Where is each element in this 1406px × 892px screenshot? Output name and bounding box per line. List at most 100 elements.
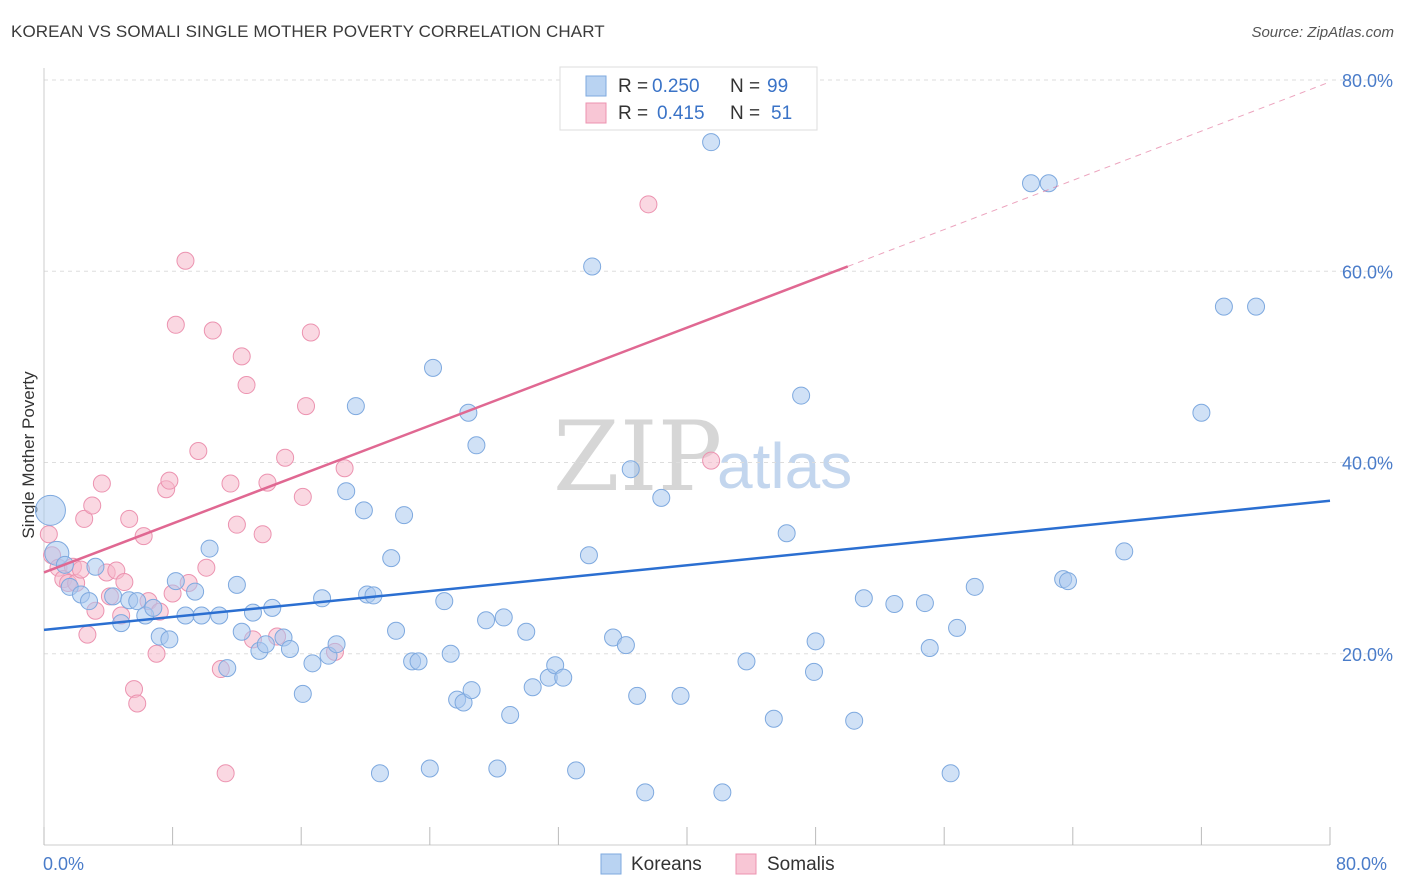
x-axis-ticks [43,827,1331,845]
korean-point-42 [387,621,406,640]
korean-point-55 [477,611,496,630]
legend-korean-n-value: 99 [767,76,788,97]
korean-point-77 [764,709,783,728]
korean-point-19 [200,539,219,558]
korean-point-68 [616,636,635,655]
somali-point-28 [166,315,185,334]
korean-point-56 [488,759,507,778]
somali-point-41 [253,525,272,544]
somali-point-31 [189,442,208,461]
korean-point-58 [501,705,520,724]
korean-point-94 [1115,542,1134,561]
korean-point-46 [420,759,439,778]
korean-point-59 [517,622,536,641]
somali-point-32 [197,558,216,577]
somali-trend-line [43,265,849,574]
somali-point-8 [75,509,94,528]
somali-point-29 [176,251,195,270]
korean-point-6 [86,557,105,576]
korean-point-53 [462,681,481,700]
korean-point-41 [382,549,401,568]
legend-bottom: Koreans Somalis [600,853,835,875]
chart-title: KOREAN VS SOMALI SINGLE MOTHER POVERTY C… [11,22,605,41]
korean-point-90 [1022,174,1041,193]
watermark-zip: ZIP [553,401,722,513]
korean-point-12 [144,598,163,617]
somali-point-10 [83,496,102,515]
legend-bottom-somali-label: Somalis [767,854,835,875]
korean-point-91 [1039,174,1058,193]
korean-point-89 [965,577,984,596]
korean-point-29 [280,639,299,658]
legend-korean-n-label: N = [730,76,760,97]
somali-point-0 [39,525,58,544]
somali-point-20 [128,694,147,713]
y-axis-tick-labels: 20.0% 40.0% 60.0% 80.0% [1342,71,1393,665]
korean-point-32 [313,589,332,608]
somali-point-39 [237,376,256,395]
korean-point-49 [441,644,460,663]
somali-point-49 [335,459,354,478]
korean-point-95 [1192,403,1211,422]
korean-point-54 [467,436,486,455]
korean-trend-line [43,499,1331,632]
legend-korean-r-label: R = [618,76,648,97]
y-axis-title: Single Mother Poverty [19,371,38,539]
korean-point-80 [804,662,823,681]
korean-point-47 [424,358,443,377]
legend-bottom-korean-swatch [600,853,622,875]
somali-point-23 [147,644,166,663]
korean-point-60 [523,678,542,697]
somali-point-46 [297,397,316,416]
korean-point-78 [777,524,796,543]
somali-point-36 [221,474,240,493]
legend-somali-n-label: N = [730,103,760,124]
somali-point-51 [702,451,721,470]
somali-point-38 [232,347,251,366]
gridlines [44,79,1392,655]
korean-point-81 [806,632,825,651]
y-tick-label-1: 40.0% [1342,454,1393,474]
korean-point-73 [671,686,690,705]
source-credit: Source: ZipAtlas.com [1251,24,1394,41]
legend-somali-swatch [585,102,607,124]
korean-point-74 [702,133,721,152]
korean-point-70 [628,686,647,705]
somali-point-17 [115,573,134,592]
korean-point-7 [104,587,123,606]
korean-point-20 [210,606,229,625]
x-tick-label-max: 80.0% [1336,854,1387,874]
korean-point-37 [354,501,373,520]
somali-point-37 [227,515,246,534]
korean-point-97 [1247,297,1266,316]
legend-korean-swatch [585,75,607,97]
korean-point-86 [920,639,939,658]
korean-point-76 [737,652,756,671]
korean-point-31 [303,654,322,673]
korean-point-21 [218,659,237,678]
korean-point-14 [160,630,179,649]
somali-point-9 [78,625,97,644]
legend-bottom-somali-swatch [735,853,757,875]
somali-point-45 [293,487,312,506]
korean-point-43 [395,506,414,525]
series-koreans-points [34,133,1266,802]
korean-point-69 [621,460,640,479]
watermark-atlas: atlas [717,430,852,502]
korean-point-79 [792,386,811,405]
korean-point-24 [243,603,262,622]
somali-point-18 [120,509,139,528]
x-tick-label-min: 0.0% [43,854,84,874]
korean-point-84 [885,595,904,614]
somali-point-47 [301,323,320,342]
legend-korean-r-value: 0.250 [652,76,700,97]
somali-trend-extension [847,81,1331,267]
korean-point-23 [232,622,251,641]
korean-point-88 [948,618,967,637]
korean-point-64 [567,761,586,780]
korean-point-22 [227,575,246,594]
korean-point-66 [583,257,602,276]
korean-point-5 [80,592,99,611]
korean-point-35 [337,482,356,501]
